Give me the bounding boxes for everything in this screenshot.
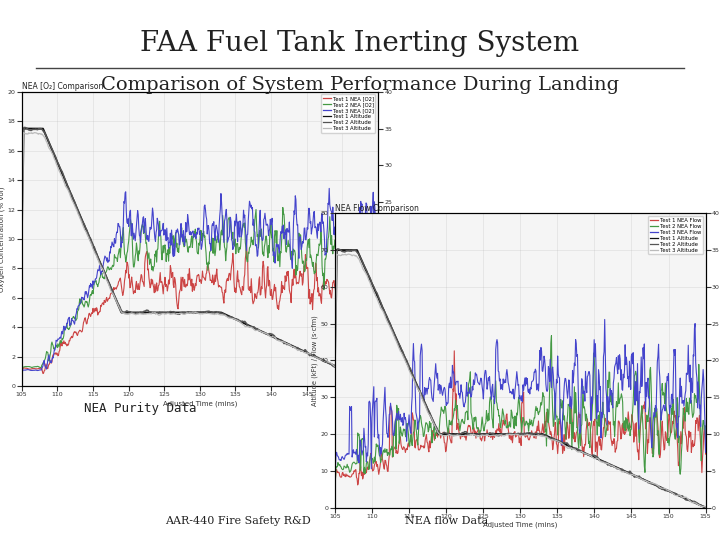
Text: Comparison of System Performance During Landing: Comparison of System Performance During … [101,76,619,93]
Y-axis label: Altitude (kFt) / Flow (s·cfm): Altitude (kFt) / Flow (s·cfm) [311,315,318,406]
Text: FAA Fuel Tank Inerting System: FAA Fuel Tank Inerting System [140,30,580,57]
Legend: Test 1 NEA [O2], Test 2 NEA [O2], Test 3 NEA [O2], Test 1 Altitude, Test 2 Altit: Test 1 NEA [O2], Test 2 NEA [O2], Test 3… [321,94,375,133]
Text: NEA flow Data: NEA flow Data [405,516,488,526]
Legend: Test 1 NEA Flow, Test 2 NEA Flow, Test 3 NEA Flow, Test 1 Altitude, Test 2 Altit: Test 1 NEA Flow, Test 2 NEA Flow, Test 3… [649,216,703,254]
Text: NEA Purity Data: NEA Purity Data [84,402,197,415]
Y-axis label: Altitude (kFt): Altitude (kFt) [395,216,402,262]
X-axis label: Adjusted Time (mins): Adjusted Time (mins) [163,400,237,407]
X-axis label: Adjusted Time (mins): Adjusted Time (mins) [483,522,557,528]
Text: NEA [O₂] Comparison: NEA [O₂] Comparison [22,82,103,91]
Y-axis label: Oxygen Concentration (% vol): Oxygen Concentration (% vol) [0,186,5,292]
Text: AAR-440 Fire Safety R&D: AAR-440 Fire Safety R&D [165,516,310,526]
Text: NEA Flow Comparison: NEA Flow Comparison [335,204,418,213]
